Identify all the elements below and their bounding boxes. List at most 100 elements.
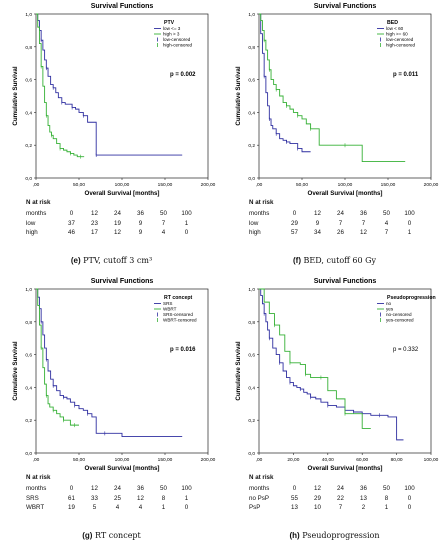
x-tick-label: 150,00 xyxy=(158,457,173,463)
p-value-annotation: p = 0.332 xyxy=(393,347,419,353)
risk-table-row: high 57 34 26 12 7 1 xyxy=(249,228,421,238)
x-tick-label: 150,00 xyxy=(381,182,396,188)
legend-item: high > 3 xyxy=(163,32,180,37)
risk-cell: 46 xyxy=(68,229,75,237)
risk-table-row: PsP 13 10 7 2 1 0 xyxy=(249,503,421,513)
risk-cell: 5 xyxy=(92,504,97,512)
caption-g: (g) RT concept xyxy=(82,531,141,540)
legend-item: low-censored xyxy=(386,37,414,42)
survival-curve-group1 xyxy=(36,288,183,438)
risk-row-label: SRS xyxy=(26,494,39,502)
y-tick-label: 0,4 xyxy=(248,385,255,391)
risk-cell: 10 xyxy=(314,504,321,512)
legend-item: low < 60 xyxy=(386,26,404,31)
risk-row-label: PsP xyxy=(249,504,261,512)
risk-cell: 37 xyxy=(68,219,75,227)
risk-cell: 9 xyxy=(315,219,320,227)
legend-item: low <= 3 xyxy=(163,26,181,31)
risk-cell: 17 xyxy=(91,229,98,237)
risk-cell: 34 xyxy=(314,229,321,237)
x-axis-label: Overall Survival [months] xyxy=(85,190,160,197)
survival-curve-group2 xyxy=(259,288,371,429)
y-tick-label: 0,2 xyxy=(248,143,255,149)
risk-table-header: N at risk xyxy=(249,199,274,206)
x-tick-label: 200,00 xyxy=(201,182,216,188)
y-tick-label: 0,0 xyxy=(248,451,255,457)
risk-cell: 1 xyxy=(184,494,189,502)
chart-title: Survival Functions xyxy=(314,3,377,10)
y-tick-label: 0,0 xyxy=(248,176,255,182)
p-value-annotation: p = 0.011 xyxy=(393,72,419,78)
x-tick-label: 20,00 xyxy=(287,457,299,463)
x-tick-label: 40,00 xyxy=(322,457,334,463)
y-tick-label: 0,0 xyxy=(25,176,32,182)
risk-cell: 19 xyxy=(114,219,121,227)
legend-item: high-censored xyxy=(163,43,193,48)
legend-item: WBRT-censored xyxy=(163,318,197,323)
km-plot-g: Survival Functions 0,0 0,2 0,4 0,6 0,8 1,0 ,00 5… xyxy=(12,278,216,472)
risk-cell: 7 xyxy=(338,219,343,227)
risk-cell: 50 xyxy=(160,210,167,218)
risk-table-row: months 0 12 24 36 50 100 xyxy=(249,209,421,219)
risk-cell: 29 xyxy=(291,219,298,227)
risk-table-row: months 0 12 24 36 50 100 xyxy=(26,484,198,494)
risk-table-row: WBRT 19 5 4 4 1 0 xyxy=(26,503,198,513)
risk-cell: 12 xyxy=(91,485,98,493)
plot-frame xyxy=(35,13,209,179)
x-tick-label: ,00 xyxy=(256,182,263,188)
risk-cell: 50 xyxy=(383,485,390,493)
plot-frame xyxy=(35,288,209,454)
risk-cell: 0 xyxy=(407,219,412,227)
risk-cell: 4 xyxy=(161,229,166,237)
risk-row-label: months xyxy=(26,210,47,218)
risk-cell: 36 xyxy=(137,485,144,493)
risk-cell: 12 xyxy=(360,229,367,237)
risk-table-f: N at risk months 0 12 24 36 50 100 low 29 9 7 7 4 0 hig… xyxy=(249,199,421,238)
y-tick-label: 1,0 xyxy=(25,12,32,18)
caption-h: (h) Pseudoprogression xyxy=(289,531,380,540)
legend-item: no-censored xyxy=(386,312,412,317)
x-tick-label: 200,00 xyxy=(201,457,216,463)
legend-item: low-censored xyxy=(163,37,191,42)
legend-item: high-censored xyxy=(386,43,416,48)
y-tick-label: 1,0 xyxy=(248,287,255,293)
y-tick-label: 0,4 xyxy=(25,110,32,116)
risk-cell: 9 xyxy=(138,229,143,237)
risk-cell: 22 xyxy=(337,494,344,502)
risk-table-header: N at risk xyxy=(26,199,51,206)
risk-cell: 33 xyxy=(91,494,98,502)
risk-cell: 4 xyxy=(384,219,389,227)
risk-cell: 4 xyxy=(138,504,143,512)
survival-curve-group1 xyxy=(259,13,311,153)
x-tick-label: 60,00 xyxy=(356,457,368,463)
p-value-annotation: p = 0.016 xyxy=(170,347,196,353)
chart-title: Survival Functions xyxy=(91,278,154,285)
y-axis-label: Cumulative Survival xyxy=(235,66,242,125)
risk-cell: 0 xyxy=(184,229,189,237)
y-tick-label: 0,8 xyxy=(25,45,32,51)
risk-cell: 36 xyxy=(137,210,144,218)
risk-row-label: months xyxy=(249,485,270,493)
risk-cell: 61 xyxy=(68,494,75,502)
km-plot-f: Survival Functions 0,0 0,2 0,4 0,6 0,8 1,0 ,00 5… xyxy=(235,3,439,197)
y-tick-label: 0,0 xyxy=(25,451,32,457)
risk-cell: 29 xyxy=(314,494,321,502)
y-tick-label: 0,4 xyxy=(25,385,32,391)
risk-cell: 12 xyxy=(114,229,121,237)
x-tick-label: 150,00 xyxy=(158,182,173,188)
risk-cell: 13 xyxy=(291,504,298,512)
risk-table-row: high 46 17 12 9 4 0 xyxy=(26,228,198,238)
risk-table-row: low 37 23 19 9 7 1 xyxy=(26,219,198,229)
x-tick-label: 50,00 xyxy=(296,182,308,188)
y-tick-label: 0,2 xyxy=(25,143,32,149)
y-tick-label: 0,2 xyxy=(25,418,32,424)
legend-item: WBRT xyxy=(163,307,177,312)
risk-cell: 55 xyxy=(291,494,298,502)
y-axis-label: Cumulative Survival xyxy=(235,341,242,400)
risk-cell: 50 xyxy=(160,485,167,493)
risk-table-row: months 0 12 24 36 50 100 xyxy=(26,209,198,219)
risk-cell: 0 xyxy=(184,504,189,512)
risk-cell: 24 xyxy=(337,210,344,218)
plot-frame xyxy=(258,288,432,454)
risk-cell: 1 xyxy=(384,504,389,512)
